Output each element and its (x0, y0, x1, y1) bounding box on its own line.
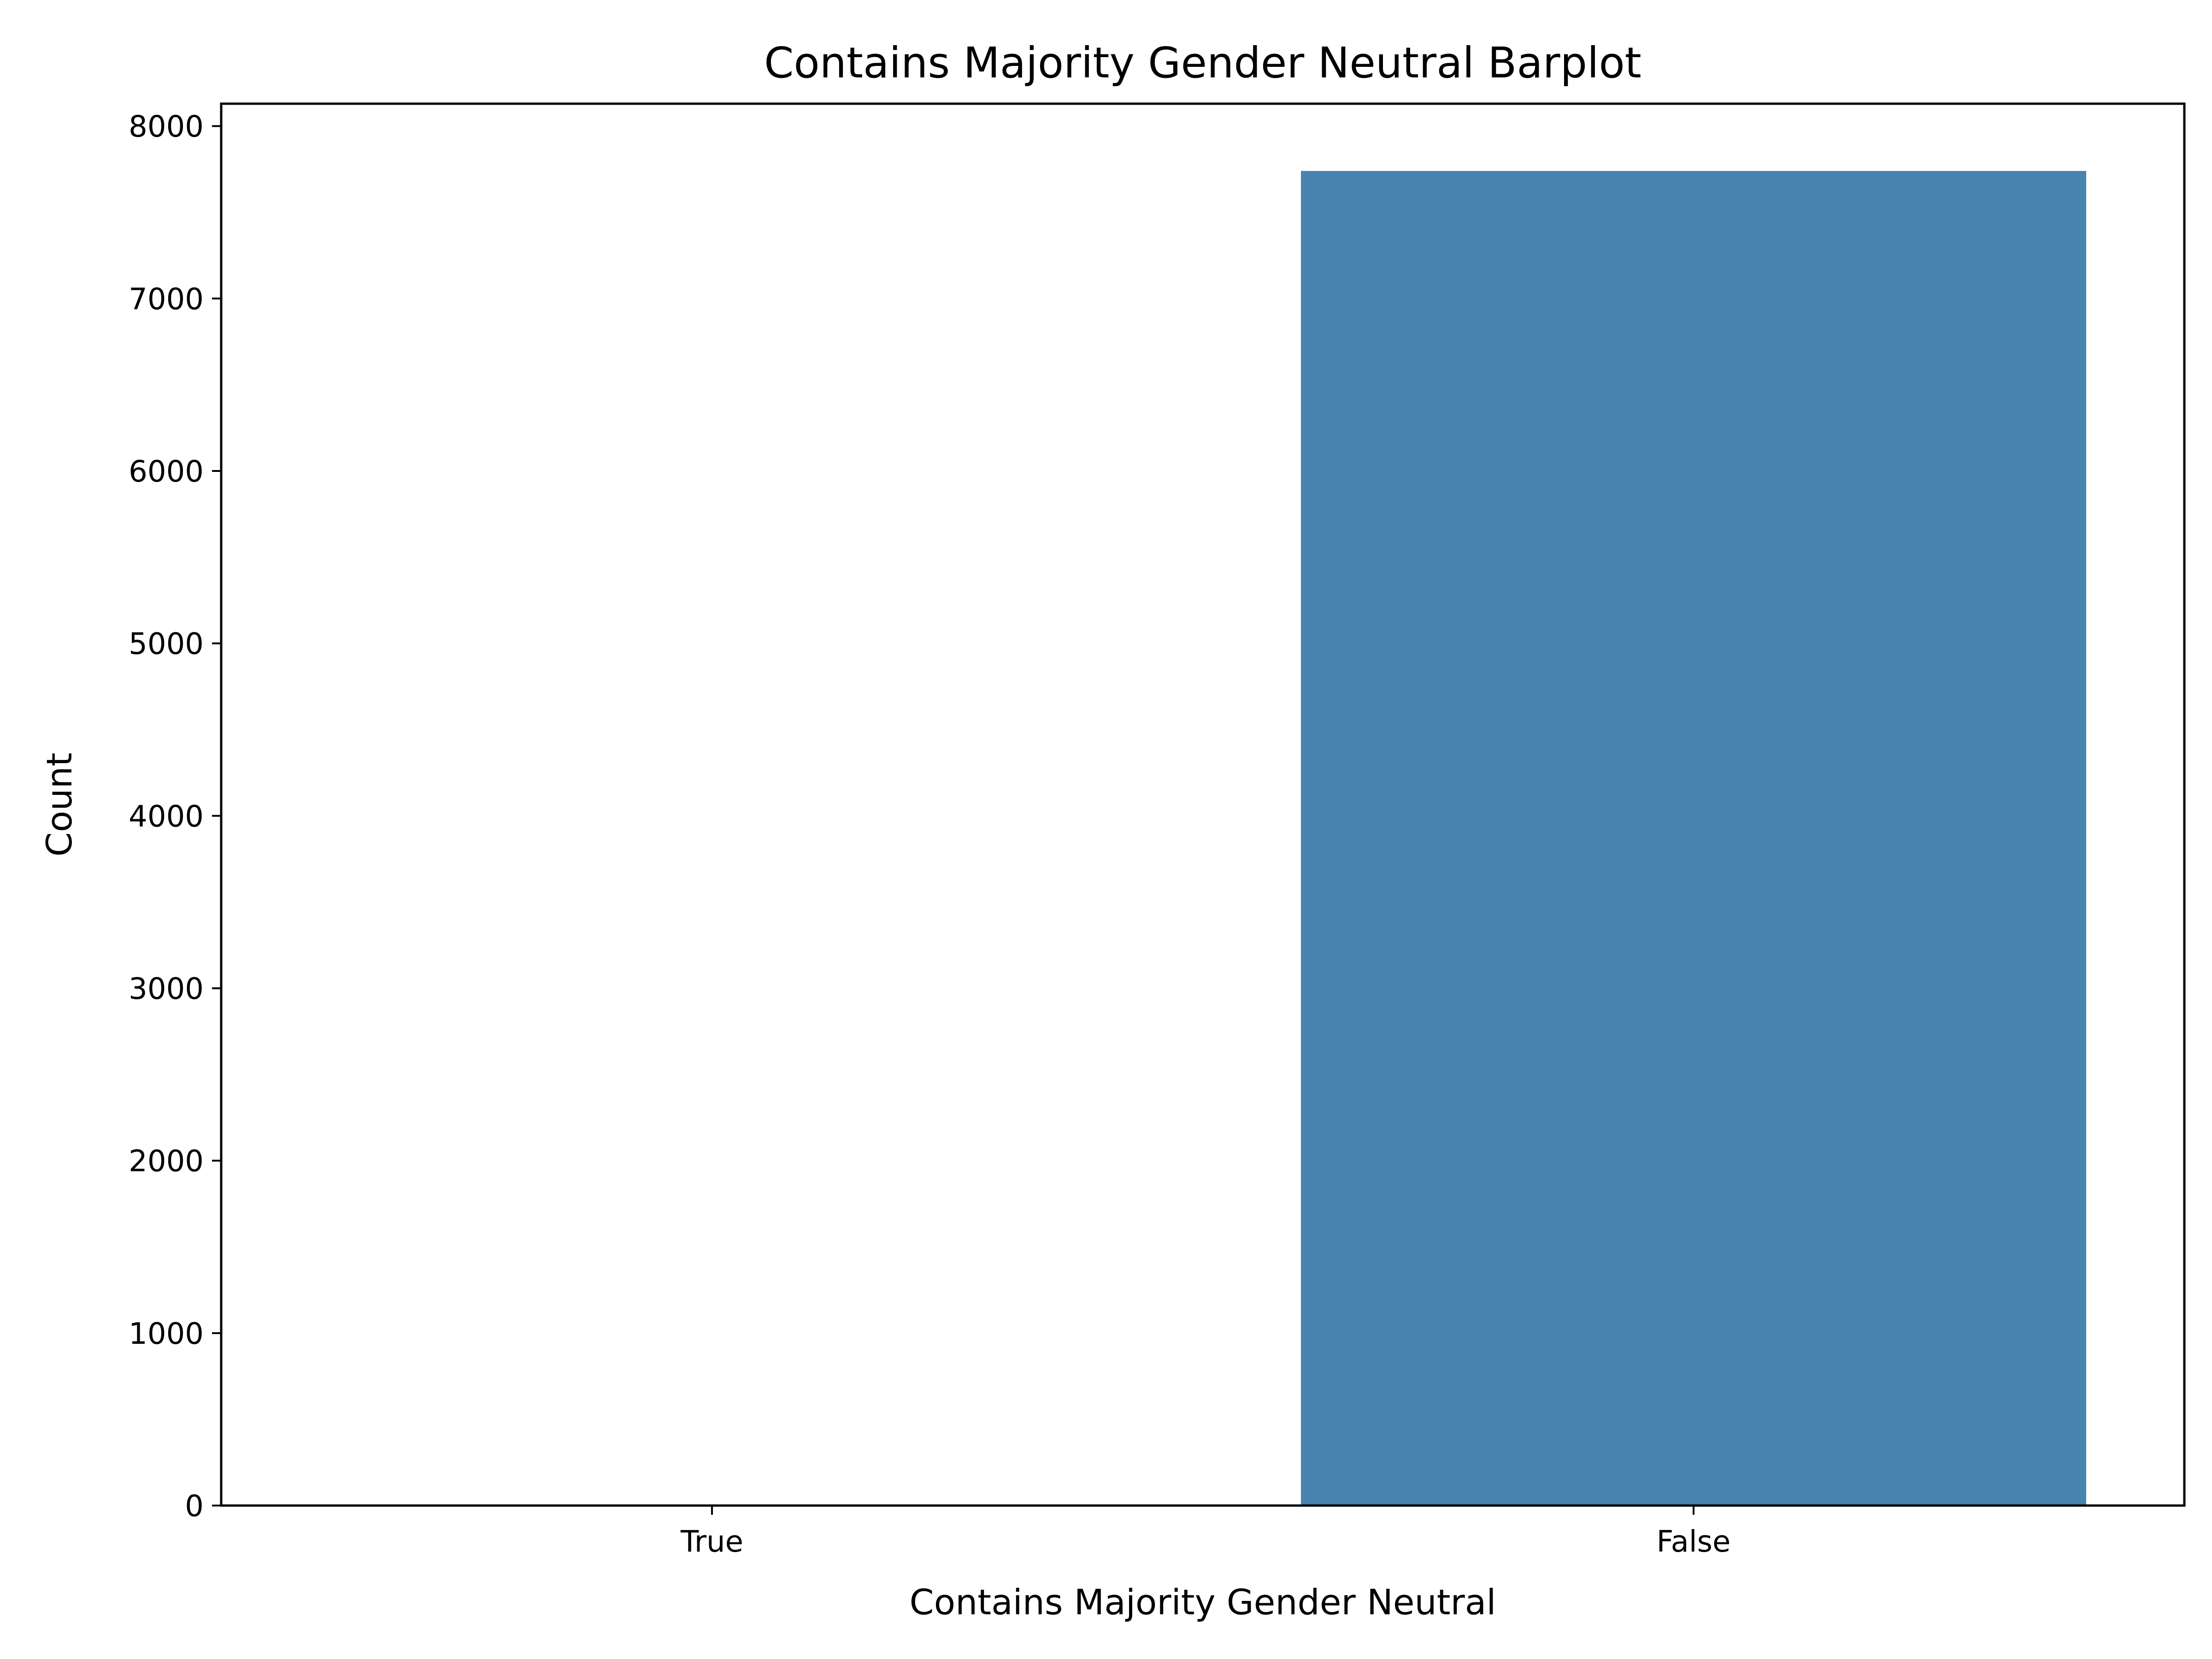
plot-frame (220, 102, 2186, 1507)
bars-group (1301, 171, 2086, 1506)
y-tick-label-1000: 1000 (129, 1317, 204, 1351)
y-tick-label-2000: 2000 (129, 1145, 204, 1179)
x-tick-label-false: False (1657, 1525, 1731, 1559)
x-axis: True False (680, 1506, 1730, 1559)
y-axis: 0 1000 2000 3000 4000 5000 6000 7000 8000 (129, 110, 221, 1524)
y-tick-label-7000: 7000 (129, 282, 204, 317)
y-tick-label-8000: 8000 (129, 110, 204, 144)
y-tick-label-0: 0 (185, 1489, 204, 1524)
chart-title: Contains Majority Gender Neutral Barplot (764, 38, 1641, 88)
y-tick-label-6000: 6000 (129, 455, 204, 489)
y-tick-label-5000: 5000 (129, 627, 204, 661)
x-axis-label: Contains Majority Gender Neutral (910, 1582, 1496, 1623)
bar-false (1301, 171, 2086, 1506)
y-tick-label-4000: 4000 (129, 800, 204, 834)
y-tick-label-3000: 3000 (129, 972, 204, 1006)
y-axis-label: Count (39, 753, 80, 857)
x-tick-label-true: True (680, 1525, 743, 1559)
